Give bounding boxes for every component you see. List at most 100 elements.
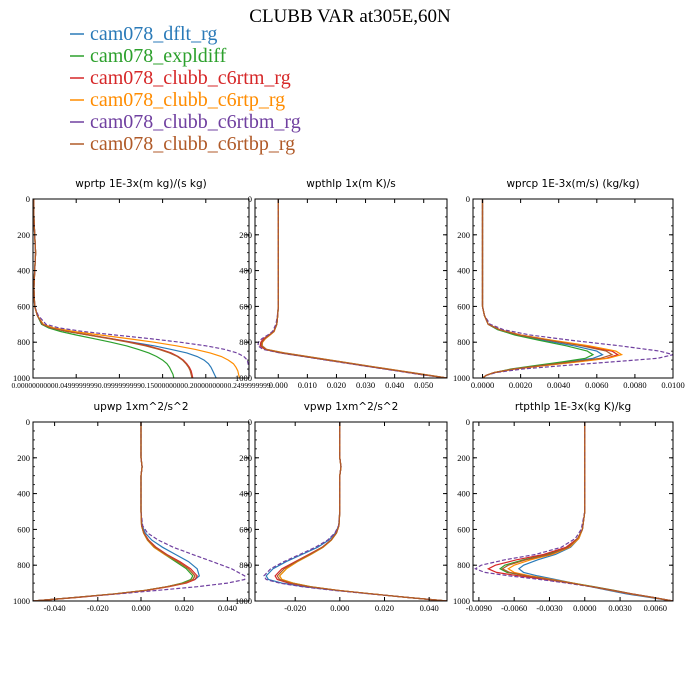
x-tick-label: 0.020	[327, 380, 346, 390]
y-tick-label: 400	[239, 266, 252, 276]
y-tick-label: 1000	[453, 596, 470, 606]
plot-frame	[254, 198, 448, 379]
x-tick-label: 0.2499999999	[227, 381, 270, 390]
x-tick-label: -0.020	[284, 603, 306, 613]
y-tick-label: 0	[466, 417, 470, 427]
y-tick-label: 0	[26, 194, 30, 204]
x-tick-label: 0.040	[218, 603, 237, 613]
series-line-cam078-clubb-c6rtm-rg	[259, 199, 447, 378]
legend-entry: cam078_dflt_rg	[90, 23, 217, 45]
y-tick-label: 400	[17, 489, 30, 499]
x-tick-label: 0.030	[356, 380, 375, 390]
x-tick-label: 0.040	[385, 380, 404, 390]
x-tick-label: 0.000	[269, 380, 288, 390]
y-tick-label: 200	[239, 230, 252, 240]
y-tick-label: 200	[17, 230, 30, 240]
y-tick-label: 600	[457, 524, 470, 534]
chart-panel: rtpthlp 1E-3x(kg K)/kg02004006008001000-…	[453, 401, 674, 613]
chart-panel: wpthlp 1x(m K)/s 0 200 400 600 800 1000 0.000 0.…	[235, 178, 448, 390]
x-tick-label: -0.0060	[501, 603, 527, 613]
x-tick-label: 0.050	[414, 380, 433, 390]
x-tick-label: 0.0040	[547, 380, 570, 390]
chart-panel: wprcp 1E-3x(m/s) (kg/kg) 0 200 400 600 800 100…	[453, 178, 685, 390]
series-line-cam078-expldiff	[278, 422, 447, 601]
legend: cam078_dflt_rgcam078_expldiffcam078_club…	[70, 23, 301, 155]
x-tick-label: 0.0020	[509, 380, 532, 390]
plot-frame	[32, 198, 250, 379]
chart-panel: upwp 1xm^2/s^2 0 200 400 600 800 1000 -0.040 -0.…	[13, 401, 250, 613]
legend-entry: cam078_expldiff	[90, 45, 227, 67]
y-tick-label: 400	[457, 266, 470, 276]
x-tick-label: 0.020	[375, 603, 394, 613]
plot-frame	[472, 198, 674, 379]
series-line-cam078-expldiff	[481, 199, 595, 378]
series-line-cam078-clubb-c6rtm-rg	[33, 199, 194, 378]
x-tick-label: 0.020	[175, 603, 194, 613]
series-line-cam078-dflt-rg	[517, 422, 673, 601]
series-line-cam078-clubb-c6rtp-rg	[33, 199, 241, 378]
series-line-cam078-dflt-rg	[265, 422, 447, 601]
x-tick-label: 0.0000	[471, 380, 494, 390]
series-line-cam078-expldiff	[498, 422, 673, 601]
series-line-cam078-dflt-rg	[33, 422, 200, 601]
x-tick-label: 0.0999999999	[98, 381, 141, 390]
chart-panel: wprtp 1E-3x(m kg)/(s kg) 0 200 400 600 800 100…	[11, 178, 270, 390]
x-tick-label: 0.0000000000	[11, 381, 54, 390]
y-tick-label: 0	[248, 417, 252, 427]
chart-panel: vpwp 1xm^2/s^2 0 200 400 600 800 1000 -0.020 0.0…	[235, 401, 448, 613]
series-line-cam078-dflt-rg	[261, 199, 447, 378]
series-line-cam078-clubb-c6rtbp-rg	[260, 199, 447, 378]
series-line-cam078-clubb-c6rtbp-rg	[501, 422, 673, 601]
x-tick-label: 0.040	[420, 603, 439, 613]
y-tick-label: 0	[26, 417, 30, 427]
y-tick-label: 0	[466, 194, 470, 204]
x-tick-label: -0.020	[87, 603, 109, 613]
series-line-cam078-clubb-c6rtm-rg	[274, 422, 447, 601]
y-tick-label: 800	[17, 337, 30, 347]
y-tick-label: 800	[457, 337, 470, 347]
plot-frame	[254, 421, 448, 602]
y-tick-label: 800	[457, 560, 470, 570]
legend-entry: cam078_clubb_c6rtm_rg	[90, 67, 291, 89]
panel-title: vpwp 1xm^2/s^2	[304, 401, 399, 413]
panel-title: rtpthlp 1E-3x(kg K)/kg	[515, 401, 631, 413]
y-tick-label: 800	[239, 337, 252, 347]
x-tick-label: 0.000	[131, 603, 150, 613]
series-line-cam078-clubb-c6rtp-rg	[261, 199, 447, 378]
y-tick-label: 1000	[453, 373, 470, 383]
y-tick-label: 1000	[235, 596, 252, 606]
series-line-cam078-clubb-c6rtbm-rg	[33, 199, 249, 378]
series-line-cam078-clubb-c6rtbp-rg	[33, 422, 196, 601]
x-tick-label: 0.0060	[585, 380, 608, 390]
x-tick-label: -0.0090	[466, 603, 492, 613]
chart-panels: wprtp 1E-3x(m kg)/(s kg) 0 200 400 600 800 100…	[11, 178, 684, 613]
x-tick-label: 0.0080	[623, 380, 646, 390]
series-line-cam078-clubb-c6rtbm-rg	[263, 422, 447, 601]
y-tick-label: 600	[457, 301, 470, 311]
y-tick-label: 600	[17, 301, 30, 311]
y-tick-label: 1000	[13, 373, 30, 383]
legend-entry: cam078_clubb_c6rtp_rg	[90, 89, 285, 111]
series-line-cam078-clubb-c6rtp-rg	[33, 422, 196, 601]
y-tick-label: 600	[239, 524, 252, 534]
legend-entry: cam078_clubb_c6rtbm_rg	[90, 111, 301, 133]
series-line-cam078-clubb-c6rtm-rg	[33, 422, 198, 601]
x-tick-label: -0.040	[44, 603, 66, 613]
plot-frame	[472, 421, 674, 602]
series-line-cam078-clubb-c6rtp-rg	[481, 199, 624, 378]
x-tick-label: 0.0499999999	[55, 381, 98, 390]
x-tick-label: 0.010	[298, 380, 317, 390]
y-tick-label: 400	[239, 489, 252, 499]
series-line-cam078-clubb-c6rtbm-rg	[481, 199, 673, 378]
panel-title: upwp 1xm^2/s^2	[94, 401, 189, 413]
y-tick-label: 200	[457, 230, 470, 240]
figure-title: CLUBB VAR at305E,60N	[249, 6, 451, 27]
x-tick-label: 0.0030	[608, 603, 631, 613]
series-line-cam078-clubb-c6rtbm-rg	[33, 422, 246, 601]
panel-title: wprcp 1E-3x(m/s) (kg/kg)	[506, 178, 639, 190]
series-line-cam078-clubb-c6rtbp-rg	[276, 422, 447, 601]
y-tick-label: 600	[239, 301, 252, 311]
x-tick-label: 0.1500000000	[141, 381, 184, 390]
x-tick-label: 0.000	[330, 603, 349, 613]
x-tick-label: 0.0060	[644, 603, 667, 613]
